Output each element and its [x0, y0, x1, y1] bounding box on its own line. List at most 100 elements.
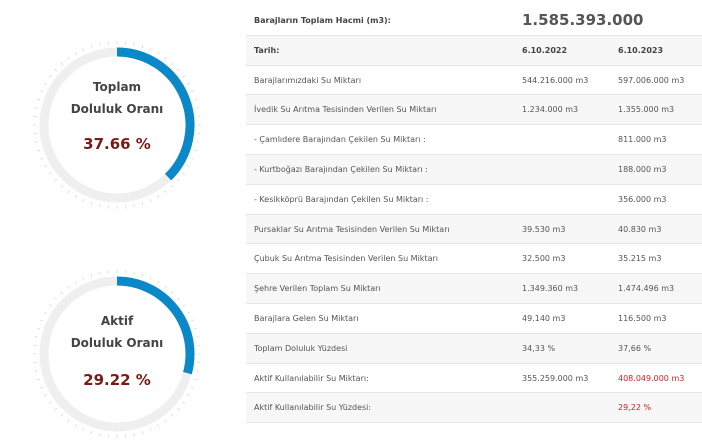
gauge-ticks	[33, 41, 201, 209]
table-row: Aktif Kullanılabilir Su Miktarı: 355.259.…	[246, 364, 702, 394]
row-value-2023: 408.049.000 m3	[618, 373, 685, 383]
gauge-tick	[133, 271, 135, 275]
gauge-tick	[40, 157, 44, 160]
gauge-tick	[90, 201, 93, 206]
table-row: Barajlara Gelen Su Miktarı 49.140 m3 116.5…	[246, 304, 702, 334]
gauge-title-line2: Doluluk Oranı	[70, 336, 164, 350]
gauge-tick	[186, 311, 190, 314]
row-label: Aktif Kullanılabilir Su Yüzdesi:	[254, 403, 372, 413]
gauge-value: 29.22 %	[83, 371, 151, 389]
row-label: Barajlarımızdaki Su Miktarı	[254, 75, 362, 85]
table-row: Pursaklar Su Arıtma Tesisinden Verilen S…	[246, 214, 702, 245]
total-fill-gauge: Toplam Doluluk Oranı 37.66 %	[30, 38, 204, 212]
gauge-tick	[149, 198, 152, 202]
table-row: - Çamlıdere Barajından Çekilen Su Miktar…	[246, 125, 702, 155]
gauge-tick	[90, 430, 93, 435]
row-value-2023: 40.830 m3	[618, 224, 662, 234]
gauge-tick	[34, 370, 38, 372]
gauge-tick	[90, 273, 93, 278]
row-value-2022: 32.500 m3	[522, 254, 566, 264]
gauge-tick	[170, 184, 174, 188]
gauge-tick	[54, 68, 58, 72]
gauge-tick	[44, 165, 48, 168]
active-fill-gauge: Aktif Doluluk Oranı 29.22 %	[30, 267, 204, 441]
gauge-tick	[157, 52, 160, 56]
gauge-tick	[157, 281, 160, 285]
gauge-tick	[36, 149, 41, 152]
gauge-tick	[190, 157, 194, 160]
gauge-tick	[170, 62, 174, 66]
gauge-tick	[90, 44, 93, 49]
gauge-title-line1: Aktif	[100, 314, 134, 328]
table-row: - Kesikköprü Barajından Çekilen Su Mikta…	[246, 185, 702, 215]
gauge-tick	[164, 190, 167, 194]
row-label: İvedik Su Arıtma Tesisinden Verilen Su M…	[254, 105, 437, 115]
row-label: - Kurtboğazı Barajından Çekilen Su Mikta…	[254, 164, 428, 174]
date-label: Tarih:	[254, 45, 280, 55]
gauge-tick	[36, 98, 41, 101]
total-volume-label: Barajların Toplam Hacmi (m3):	[254, 16, 391, 25]
table-row: - Kurtboğazı Barajından Çekilen Su Mikta…	[246, 154, 702, 185]
gauge-tick	[48, 172, 52, 175]
row-value-2023: 188.000 m3	[618, 164, 667, 174]
gauge-tick	[54, 407, 58, 411]
gauge-tick	[99, 204, 101, 208]
gauge-tick	[182, 304, 186, 307]
gauge-tick	[133, 204, 135, 208]
gauge-tick	[34, 336, 38, 338]
dam-statistics-table: Barajların Toplam Hacmi (m3): 1.585.393.…	[246, 6, 702, 424]
row-value-2023: 35.215 m3	[618, 254, 662, 264]
gauge-tick	[182, 172, 186, 175]
gauge-tick	[196, 370, 200, 372]
gauge-progress-arc	[116, 276, 195, 375]
gauge-tick	[149, 48, 152, 52]
row-label: - Kesikköprü Barajından Çekilen Su Mikta…	[254, 194, 429, 204]
gauge-tick	[196, 107, 200, 109]
gauge-tick	[67, 56, 70, 60]
row-label: Şehre Verilen Toplam Su Miktarı	[254, 284, 381, 294]
gauge-tick	[170, 291, 174, 295]
row-label: - Çamlıdere Barajından Çekilen Su Miktar…	[254, 135, 426, 145]
row-value-2023: 116.500 m3	[618, 313, 667, 323]
gauges-panel: Toplam Doluluk Oranı 37.66 % Aktif Dolul…	[0, 0, 240, 446]
date-row: Tarih: 6.10.2022 6.10.2023	[246, 35, 702, 66]
gauge-tick	[133, 42, 135, 46]
gauge-tick	[193, 327, 198, 330]
gauge-tick	[44, 394, 48, 397]
row-value-2023: 1.474.496 m3	[618, 284, 675, 294]
gauge-tick	[82, 277, 85, 281]
gauge-tick	[176, 297, 180, 301]
gauge-tick	[141, 44, 144, 49]
row-value-2023: 356.000 m3	[618, 194, 667, 204]
gauge-tick	[36, 327, 41, 330]
gauge-tick	[157, 423, 160, 427]
gauge-tick	[149, 277, 152, 281]
gauge-tick	[40, 386, 44, 389]
gauge-tick	[170, 413, 174, 417]
gauge-tick	[44, 82, 48, 85]
gauge-tick	[60, 184, 64, 188]
table-row: Aktif Kullanılabilir Su Yüzdesi: 29,22 %	[246, 393, 702, 424]
gauge-tick	[44, 311, 48, 314]
gauge-tick	[190, 386, 194, 389]
gauge-tick	[186, 82, 190, 85]
gauge-tick	[36, 378, 41, 381]
gauge-tick	[182, 401, 186, 404]
row-value-2022: 544.216.000 m3	[522, 75, 589, 85]
gauge-tick	[34, 141, 38, 143]
gauge-tick	[60, 62, 64, 66]
gauge-tick	[74, 52, 77, 56]
gauge-tick	[157, 194, 160, 198]
gauge-tick	[82, 427, 85, 431]
table-row: Toplam Doluluk Yüzdesi 34,33 % 37,66 %	[246, 333, 702, 364]
gauge-value: 37.66 %	[83, 135, 151, 153]
gauge-tick	[164, 285, 167, 289]
table-row: Barajlarımızdaki Su Miktarı 544.216.000 m…	[246, 66, 702, 96]
active-fill-gauge-ring	[33, 270, 201, 438]
row-value-2022: 1.349.360 m3	[522, 284, 579, 294]
total-volume-row: Barajların Toplam Hacmi (m3): 1.585.393.…	[246, 6, 702, 36]
gauge-tick	[190, 90, 194, 93]
row-value-2023: 29,22 %	[618, 403, 652, 413]
gauge-tick	[99, 42, 101, 46]
table-row: İvedik Su Arıtma Tesisinden Verilen Su M…	[246, 95, 702, 126]
